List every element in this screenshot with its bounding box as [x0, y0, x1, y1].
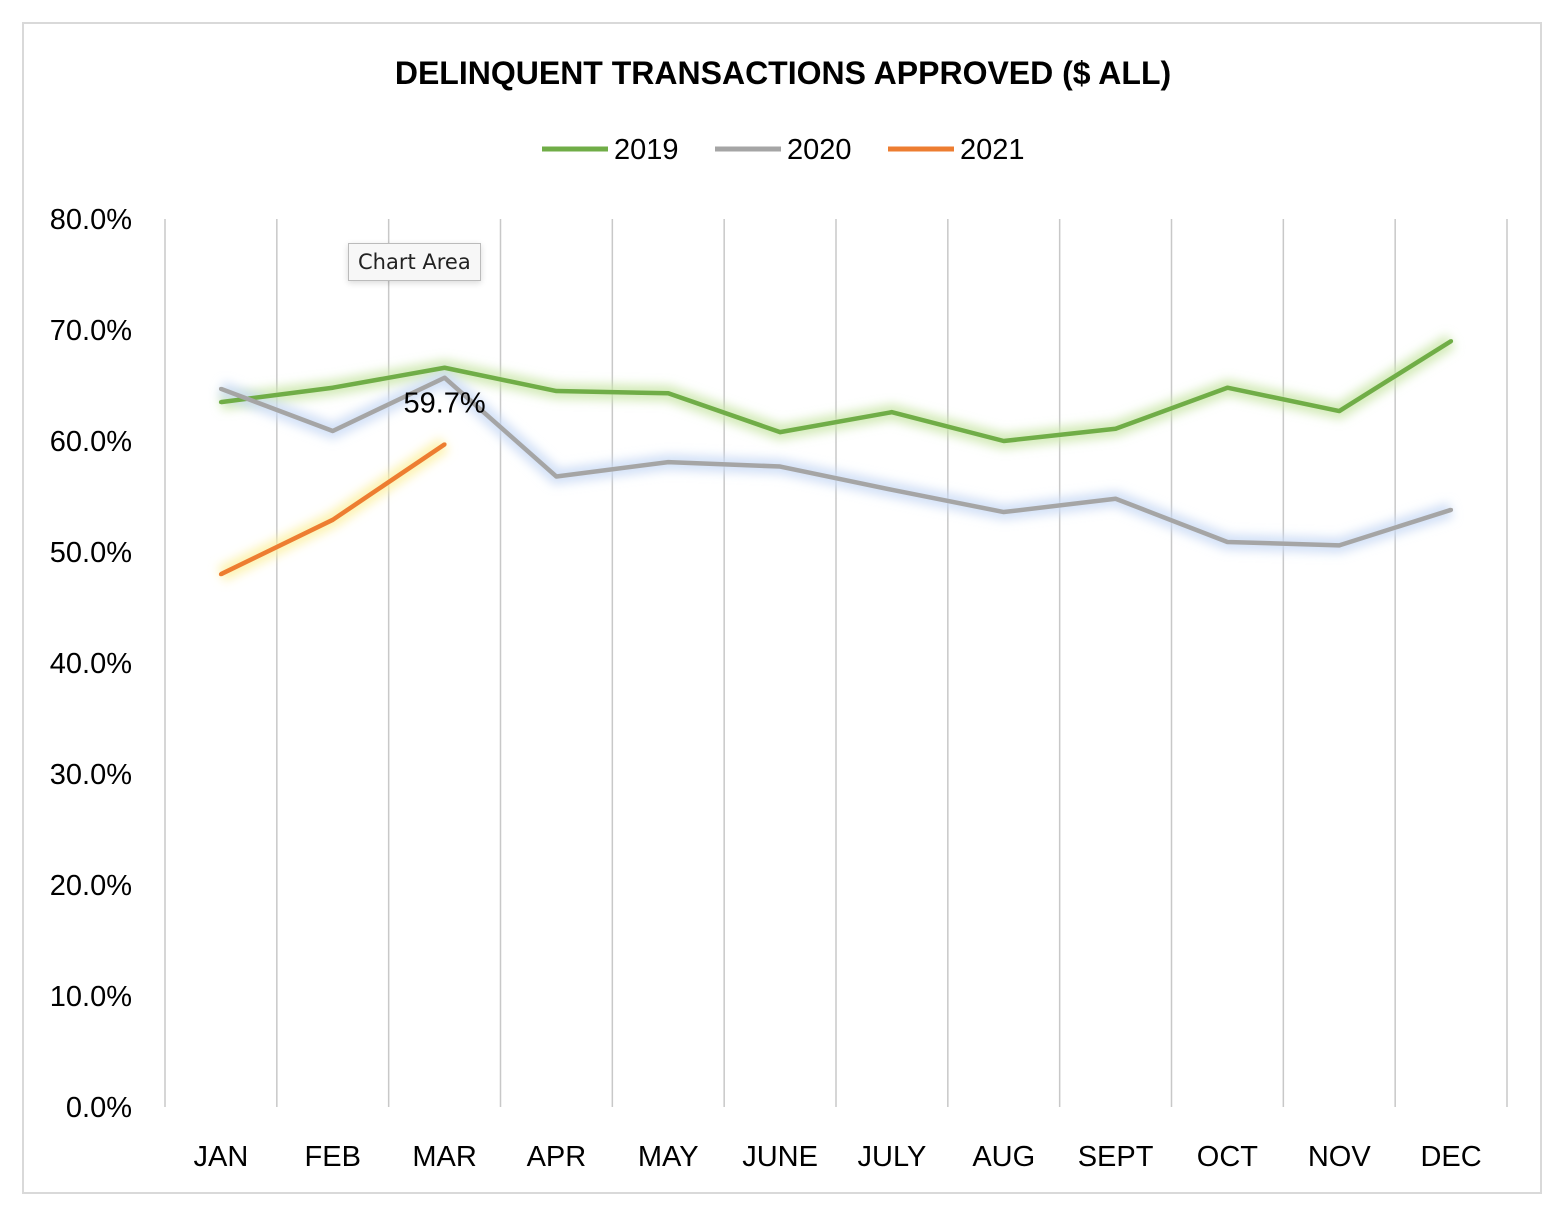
series-line-2019[interactable]: [220, 339, 1453, 444]
series-glow-2021: [217, 437, 450, 582]
data-point-2019[interactable]: [218, 400, 223, 405]
data-point-2019[interactable]: [1449, 339, 1454, 344]
y-tick-label: 40.0%: [50, 648, 132, 680]
x-tick-label: SEPT: [1078, 1141, 1154, 1173]
y-tick-label: 20.0%: [50, 870, 132, 902]
legend-entry-2019[interactable]: 2019: [542, 134, 679, 166]
series-line-2020[interactable]: [220, 375, 1452, 548]
data-point-2020[interactable]: [554, 474, 559, 479]
data-point-2020[interactable]: [330, 429, 335, 434]
data-point-2019[interactable]: [1337, 409, 1342, 414]
x-tick-label: AUG: [972, 1141, 1035, 1173]
y-tick-label: 70.0%: [50, 315, 132, 347]
data-point-2019[interactable]: [442, 365, 447, 370]
svg-text:2020: 2020: [787, 134, 852, 166]
x-tick-label: JULY: [858, 1141, 927, 1173]
x-tick-label: MAR: [412, 1141, 476, 1173]
data-point-2020[interactable]: [1337, 543, 1342, 548]
data-point-2021[interactable]: [442, 442, 447, 447]
chart-title: DELINQUENT TRANSACTIONS APPROVED ($ ALL): [395, 55, 1171, 91]
x-tick-label: JAN: [194, 1141, 249, 1173]
y-tick-label: 30.0%: [50, 759, 132, 791]
x-tick-label: JUNE: [742, 1141, 818, 1173]
data-point-2020[interactable]: [442, 375, 447, 380]
svg-text:2019: 2019: [614, 134, 679, 166]
x-tick-label: OCT: [1197, 1141, 1259, 1173]
data-point-2020[interactable]: [1113, 496, 1118, 501]
data-point-2019[interactable]: [1001, 439, 1006, 443]
legend-entry-2021[interactable]: 2021: [888, 134, 1025, 166]
x-tick-label: NOV: [1308, 1141, 1372, 1173]
chart-area[interactable]: [22, 22, 1542, 1194]
data-point-2019[interactable]: [778, 430, 783, 435]
y-tick-label: 60.0%: [50, 426, 132, 458]
x-tick-label: APR: [527, 1141, 587, 1173]
y-tick-label: 50.0%: [50, 537, 132, 569]
legend-entry-2020[interactable]: 2020: [715, 134, 852, 166]
y-tick-label: 80.0%: [50, 204, 132, 236]
y-tick-label: 0.0%: [66, 1092, 132, 1124]
data-point-2020[interactable]: [1225, 540, 1230, 545]
data-point-2019[interactable]: [1113, 426, 1118, 431]
data-point-2020[interactable]: [1449, 507, 1454, 512]
x-tick-label: MAY: [638, 1141, 699, 1173]
data-point-2020[interactable]: [666, 460, 671, 465]
data-point-2019[interactable]: [330, 385, 335, 390]
chart-area-tooltip: Chart Area: [348, 243, 481, 281]
x-tick-label: FEB: [305, 1141, 361, 1173]
data-point-2021[interactable]: [218, 572, 223, 577]
data-point-2019[interactable]: [889, 410, 894, 415]
y-tick-label: 10.0%: [50, 981, 132, 1013]
data-point-2020[interactable]: [218, 386, 223, 391]
data-point-2021[interactable]: [330, 517, 335, 522]
svg-text:2021: 2021: [960, 134, 1025, 166]
data-point-2020[interactable]: [889, 487, 894, 492]
x-tick-label: DEC: [1420, 1141, 1481, 1173]
data-point-2019[interactable]: [1225, 385, 1230, 390]
data-point-2019[interactable]: [666, 391, 671, 396]
data-label: 59.7%: [403, 387, 485, 419]
data-point-2019[interactable]: [554, 389, 559, 394]
data-point-2020[interactable]: [778, 464, 783, 469]
data-point-2020[interactable]: [1001, 510, 1006, 515]
